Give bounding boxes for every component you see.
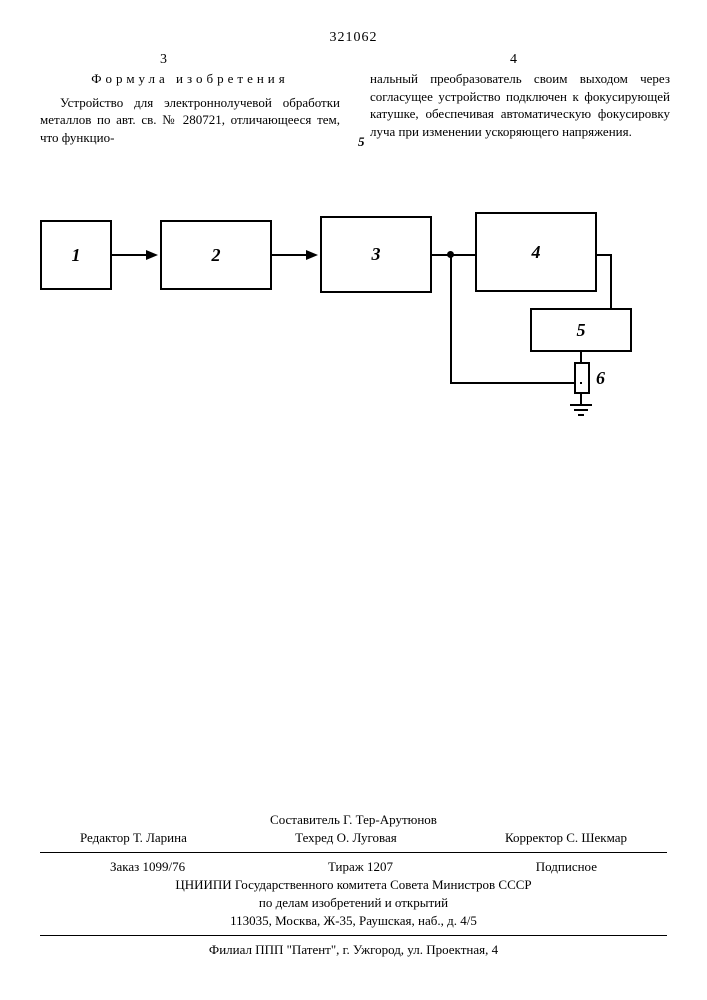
- feedback-across: [450, 382, 580, 384]
- block-4: 4: [475, 212, 597, 292]
- junction-node: [447, 251, 454, 258]
- footer-divider-1: [40, 852, 667, 853]
- footer-techred: Техред О. Луговая: [295, 830, 397, 846]
- right-column-text: нальный преобразователь своим выходом че…: [370, 70, 670, 140]
- footer-tirage: Тираж 1207: [328, 859, 393, 875]
- block-2: 2: [160, 220, 272, 290]
- right-col-page: 4: [510, 52, 517, 68]
- footer-print-row: Заказ 1099/76 Тираж 1207 Подписное: [110, 859, 597, 875]
- footer-signed: Подписное: [536, 859, 597, 875]
- connector-4-down: [610, 254, 612, 310]
- right-column: нальный преобразователь своим выходом че…: [370, 70, 670, 140]
- patent-number: 321062: [0, 30, 707, 46]
- footer-org2: по делам изобретений и открытий: [40, 895, 667, 911]
- connector-4-right: [595, 254, 612, 256]
- footer-compiler: Составитель Г. Тер-Арутюнов: [40, 812, 667, 828]
- connector-1-2: [110, 254, 150, 256]
- block-1: 1: [40, 220, 112, 290]
- left-column: Формула изобретения Устройство для элект…: [40, 70, 340, 146]
- footer-order: Заказ 1099/76: [110, 859, 185, 875]
- footer-editor: Редактор Т. Ларина: [80, 830, 187, 846]
- feedback-down: [450, 254, 452, 384]
- left-col-page: 3: [160, 52, 167, 68]
- line-number-5: 5: [358, 134, 365, 150]
- block-5: 5: [530, 308, 632, 352]
- feedback-up-short: [580, 382, 582, 384]
- arrow-2-3: [306, 250, 318, 260]
- footer-corrector: Корректор С. Шекмар: [505, 830, 627, 846]
- footer-credits-row: Редактор Т. Ларина Техред О. Луговая Кор…: [80, 830, 627, 846]
- ground-line-2: [574, 409, 588, 411]
- block-3: 3: [320, 216, 432, 293]
- footer-org1: ЦНИИПИ Государственного комитета Совета …: [40, 877, 667, 893]
- formula-title: Формула изобретения: [91, 71, 288, 86]
- left-column-text: Устройство для электроннолучевой обработ…: [40, 94, 340, 147]
- ground-line-1: [570, 404, 592, 406]
- arrow-1-2: [146, 250, 158, 260]
- footer-address: 113035, Москва, Ж-35, Раушская, наб., д.…: [40, 913, 667, 929]
- resistor-6: [574, 362, 590, 394]
- block-6-label: 6: [596, 368, 605, 389]
- ground-line-3: [578, 414, 584, 416]
- connector-resistor-ground: [580, 392, 582, 404]
- block-diagram: 1 2 3 4 5 6: [40, 220, 660, 420]
- connector-2-3: [270, 254, 310, 256]
- footer-branch: Филиал ППП "Патент", г. Ужгород, ул. Про…: [40, 942, 667, 958]
- footer-divider-2: [40, 935, 667, 936]
- footer: Составитель Г. Тер-Арутюнов Редактор Т. …: [0, 810, 707, 960]
